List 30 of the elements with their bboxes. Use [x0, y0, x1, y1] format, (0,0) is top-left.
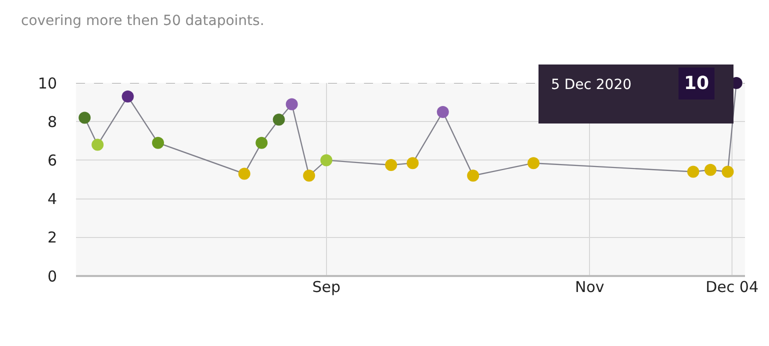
- point: [92, 138, 104, 151]
- x-tick-label: Sep: [312, 278, 340, 296]
- x-tick-label: Nov: [574, 278, 604, 296]
- text: covering more then 50 datapoints.: [21, 13, 264, 29]
- point: [320, 154, 332, 166]
- point: [528, 157, 540, 170]
- point: [122, 90, 134, 103]
- annotation: 10: [684, 73, 710, 94]
- point: [238, 168, 250, 180]
- point: [704, 164, 716, 176]
- point: [385, 159, 398, 172]
- point: [152, 136, 164, 149]
- y-tick-label: 10: [38, 74, 57, 92]
- point: [286, 98, 298, 110]
- point: [436, 106, 449, 118]
- y-tick-label: 8: [47, 112, 57, 131]
- point: [406, 157, 419, 170]
- y-tick-label: 2: [47, 228, 57, 247]
- point: [272, 114, 285, 126]
- point: [467, 170, 480, 182]
- y-tick-label: 6: [47, 151, 57, 170]
- point: [78, 112, 91, 124]
- point: [256, 136, 268, 149]
- point: [687, 166, 700, 178]
- point: [303, 170, 316, 182]
- y-tick-label: 0: [47, 267, 57, 286]
- y-tick-label: 4: [47, 190, 57, 208]
- point: [722, 166, 734, 178]
- x-tick-label: Dec 04: [706, 278, 758, 296]
- annotation: 5 Dec 2020: [551, 77, 632, 93]
